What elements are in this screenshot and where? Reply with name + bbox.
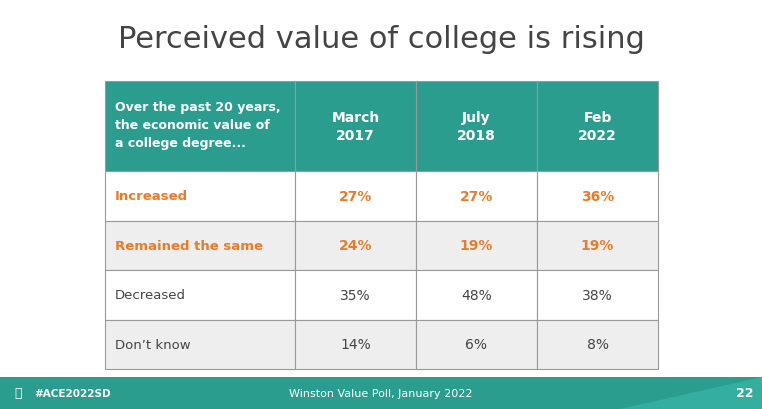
Text: 38%: 38% — [582, 288, 613, 302]
Bar — [295, 221, 416, 270]
Bar — [537, 221, 658, 270]
Text: Over the past 20 years,
the economic value of
a college degree...: Over the past 20 years, the economic val… — [115, 101, 280, 149]
Text: 48%: 48% — [461, 288, 492, 302]
Text: 14%: 14% — [340, 337, 371, 351]
Text: July
2018: July 2018 — [457, 110, 496, 143]
Text: 8%: 8% — [587, 337, 609, 351]
Bar — [295, 270, 416, 320]
Text: Increased: Increased — [115, 190, 188, 203]
Bar — [105, 320, 295, 369]
Text: 24%: 24% — [339, 239, 373, 253]
Polygon shape — [620, 377, 762, 409]
Bar — [295, 320, 416, 369]
Bar — [105, 172, 295, 221]
Text: 36%: 36% — [581, 189, 614, 203]
Bar — [537, 172, 658, 221]
Text: 19%: 19% — [459, 239, 493, 253]
Text: Decreased: Decreased — [115, 288, 186, 301]
Bar — [295, 172, 416, 221]
Bar — [0, 377, 762, 409]
Bar — [416, 320, 537, 369]
Text: 27%: 27% — [339, 189, 372, 203]
Text: 27%: 27% — [459, 189, 493, 203]
Text: 🐦: 🐦 — [14, 387, 22, 400]
Text: March
2017: March 2017 — [331, 110, 379, 143]
Text: Feb
2022: Feb 2022 — [578, 110, 617, 143]
Text: Don’t know: Don’t know — [115, 338, 190, 351]
Bar — [537, 82, 658, 172]
Text: Perceived value of college is rising: Perceived value of college is rising — [117, 25, 645, 54]
Bar — [105, 270, 295, 320]
Bar — [416, 221, 537, 270]
Bar — [537, 270, 658, 320]
Bar — [416, 270, 537, 320]
Text: 6%: 6% — [466, 337, 488, 351]
Bar — [416, 82, 537, 172]
Text: Winston Value Poll, January 2022: Winston Value Poll, January 2022 — [290, 388, 472, 398]
Text: 19%: 19% — [581, 239, 614, 253]
Text: 35%: 35% — [340, 288, 371, 302]
Bar — [537, 320, 658, 369]
Text: #ACE2022SD: #ACE2022SD — [34, 388, 110, 398]
Text: Remained the same: Remained the same — [115, 239, 263, 252]
Bar — [295, 82, 416, 172]
Bar — [105, 82, 295, 172]
Bar — [105, 221, 295, 270]
Text: 22: 22 — [736, 387, 754, 400]
Bar — [416, 172, 537, 221]
